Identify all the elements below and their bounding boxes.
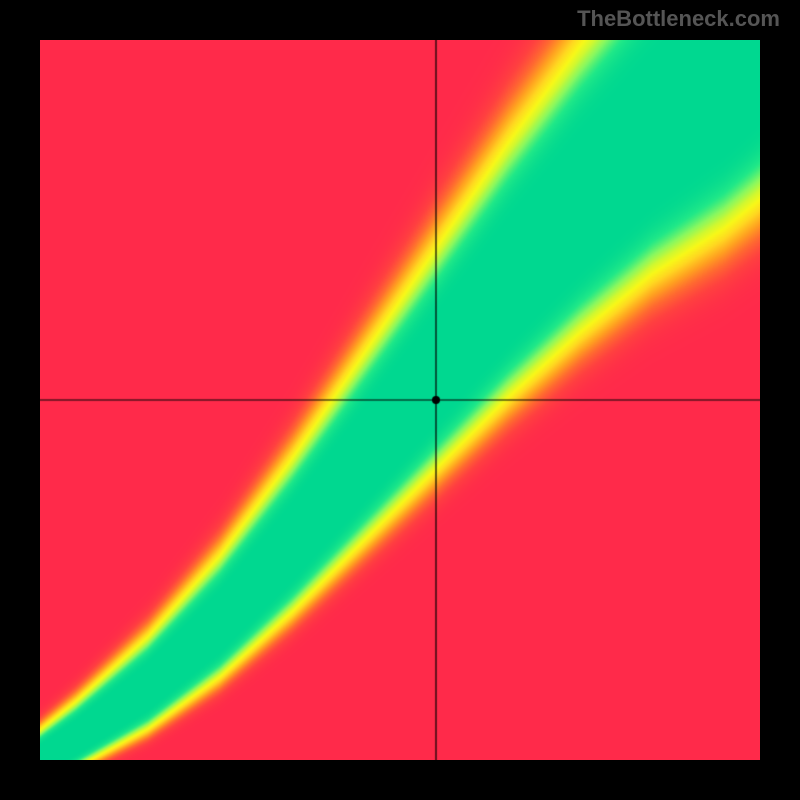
heatmap-canvas	[40, 40, 760, 760]
watermark-text: TheBottleneck.com	[577, 6, 780, 32]
heatmap-plot	[40, 40, 760, 760]
